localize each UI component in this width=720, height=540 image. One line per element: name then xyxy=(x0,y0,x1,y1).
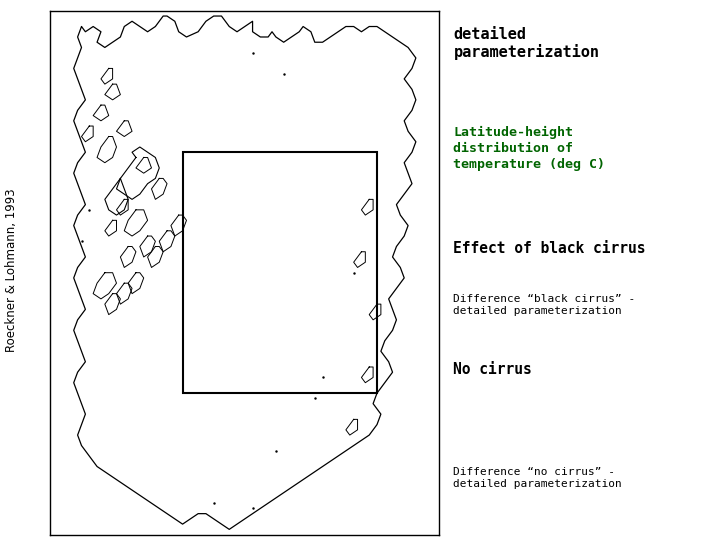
Text: detailed
parameterization: detailed parameterization xyxy=(454,26,600,60)
Text: No cirrus: No cirrus xyxy=(454,362,532,377)
Text: Difference “no cirrus” -
detailed parameterization: Difference “no cirrus” - detailed parame… xyxy=(454,467,622,489)
Text: Latitude-height
distribution of
temperature (deg C): Latitude-height distribution of temperat… xyxy=(454,126,606,171)
Text: Roeckner & Lohmann, 1993: Roeckner & Lohmann, 1993 xyxy=(5,188,18,352)
Text: Effect of black cirrus: Effect of black cirrus xyxy=(454,241,646,256)
Bar xyxy=(183,152,377,393)
Text: Difference “black cirrus” -
detailed parameterization: Difference “black cirrus” - detailed par… xyxy=(454,294,636,316)
